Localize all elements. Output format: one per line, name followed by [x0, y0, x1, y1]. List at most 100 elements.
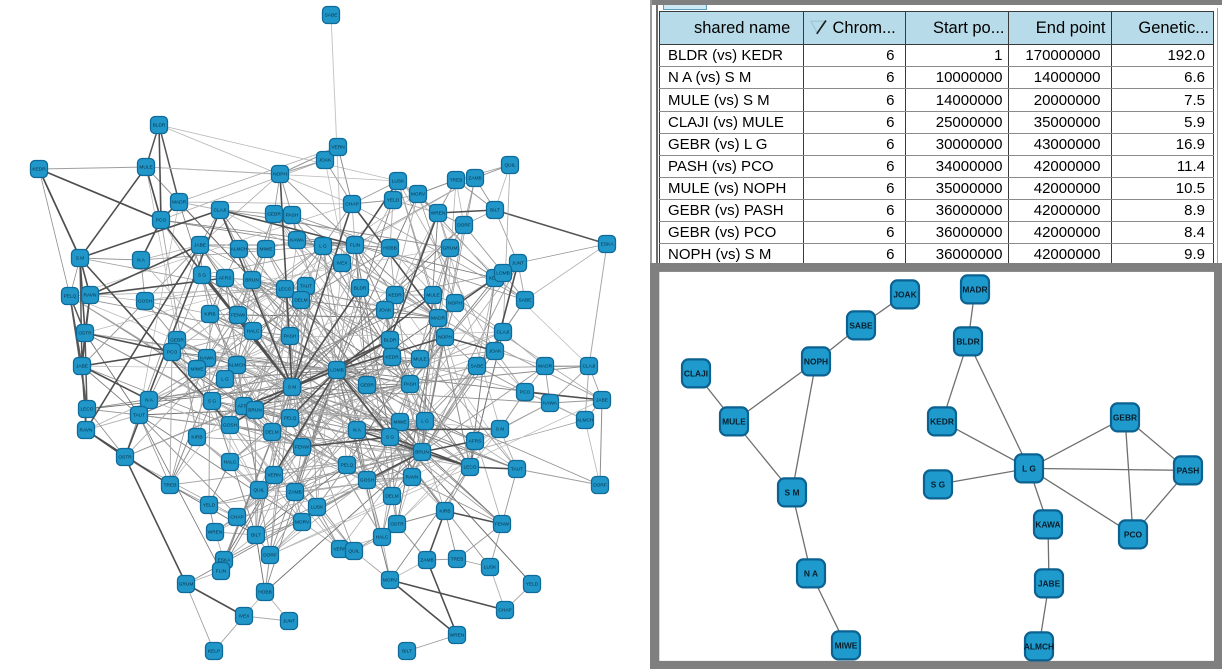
svg-text:BLDR: BLDR [153, 123, 166, 129]
svg-text:MULE: MULE [426, 293, 439, 299]
svg-text:S M: S M [288, 385, 297, 391]
svg-text:CHAP: CHAP [498, 608, 511, 614]
svg-text:ALMCH: ALMCH [231, 247, 248, 253]
svg-text:DORF: DORF [263, 553, 277, 559]
svg-text:NOPH: NOPH [438, 335, 452, 341]
svg-text:AFRS: AFRS [219, 276, 232, 282]
svg-text:YELD: YELD [387, 198, 400, 204]
svg-text:BRUN: BRUN [245, 278, 259, 284]
svg-text:DORF: DORF [457, 223, 471, 229]
svg-text:LUSK: LUSK [311, 505, 324, 511]
svg-text:MULE: MULE [139, 165, 152, 171]
svg-text:AFRS: AFRS [469, 439, 482, 445]
svg-text:PASH: PASH [1177, 465, 1200, 475]
svg-text:HALC: HALC [224, 460, 237, 466]
svg-text:GOSH: GOSH [360, 478, 375, 484]
svg-text:RAVN: RAVN [84, 293, 98, 299]
svg-text:KAWA: KAWA [543, 401, 558, 407]
svg-text:MORV: MORV [411, 192, 426, 198]
svg-text:IVEX: IVEX [337, 261, 349, 267]
svg-text:KIRB: KIRB [191, 435, 202, 441]
svg-text:ESKA: ESKA [601, 242, 615, 248]
svg-text:FENW: FENW [295, 445, 310, 451]
svg-text:NOPH: NOPH [804, 356, 828, 366]
svg-text:GRUM: GRUM [443, 246, 458, 252]
svg-text:BILT: BILT [490, 208, 500, 214]
svg-text:TAUT: TAUT [511, 467, 523, 473]
svg-text:BILT: BILT [402, 649, 412, 655]
svg-text:SABE: SABE [519, 298, 532, 304]
svg-text:CHAP: CHAP [345, 202, 358, 208]
svg-text:ZAMB: ZAMB [420, 558, 433, 564]
svg-text:DELM: DELM [265, 430, 278, 436]
svg-text:JOAK: JOAK [379, 308, 392, 314]
svg-text:FENW: FENW [231, 313, 246, 319]
svg-text:S G: S G [386, 435, 395, 441]
svg-text:JOAK: JOAK [489, 349, 502, 355]
svg-text:ALMCH: ALMCH [229, 363, 246, 369]
svg-text:TREB: TREB [164, 483, 177, 489]
svg-text:JOAK: JOAK [319, 158, 332, 164]
svg-text:FLIN: FLIN [216, 569, 227, 575]
svg-text:LUSK: LUSK [392, 179, 405, 185]
svg-text:KIRB: KIRB [204, 312, 215, 318]
svg-text:OSTR: OSTR [390, 522, 404, 528]
svg-text:WREN: WREN [208, 530, 223, 536]
svg-text:PASH: PASH [404, 382, 417, 388]
svg-text:N A: N A [137, 258, 146, 264]
svg-text:HALC: HALC [247, 329, 260, 335]
svg-text:S G: S G [931, 479, 945, 489]
svg-text:JABE: JABE [596, 398, 608, 404]
svg-text:IVEX: IVEX [239, 614, 251, 620]
svg-text:LUSK: LUSK [484, 565, 497, 571]
svg-text:KAWA: KAWA [290, 238, 305, 244]
svg-text:JOAK: JOAK [893, 289, 916, 299]
svg-text:KIRB: KIRB [439, 509, 450, 515]
svg-text:LECO: LECO [463, 465, 476, 471]
svg-text:KEDR: KEDR [388, 293, 402, 299]
svg-text:JUNT: JUNT [512, 261, 524, 267]
svg-text:GOSH: GOSH [138, 299, 153, 305]
svg-text:QUIL: QUIL [504, 163, 516, 169]
svg-text:S M: S M [76, 256, 85, 262]
svg-text:GRUM: GRUM [179, 582, 194, 588]
svg-text:MIWE: MIWE [190, 367, 203, 373]
svg-text:JABE: JABE [1038, 578, 1061, 588]
svg-text:NOPH: NOPH [448, 301, 462, 307]
svg-text:JABE: JABE [194, 243, 206, 249]
svg-text:CLAJI: CLAJI [496, 330, 509, 336]
svg-text:AFRS: AFRS [238, 404, 251, 410]
svg-text:HALC: HALC [376, 535, 389, 541]
svg-text:WREN: WREN [450, 633, 465, 639]
svg-text:BRUN: BRUN [415, 450, 429, 456]
svg-text:MIWE: MIWE [259, 247, 272, 253]
svg-text:MORV: MORV [295, 520, 310, 526]
svg-text:S M: S M [496, 427, 505, 433]
svg-text:TAUT: TAUT [133, 413, 145, 419]
svg-text:CHAP: CHAP [230, 515, 243, 521]
svg-text:ZAMB: ZAMB [288, 490, 301, 496]
svg-text:NOPH: NOPH [273, 172, 287, 178]
svg-text:YELD: YELD [203, 503, 216, 509]
svg-text:L G: L G [319, 244, 327, 250]
svg-text:L G: L G [221, 377, 229, 383]
svg-text:RAVN: RAVN [80, 428, 94, 434]
svg-text:BLDR: BLDR [384, 338, 397, 344]
svg-text:KEDR: KEDR [385, 355, 399, 361]
svg-text:PELQ: PELQ [341, 463, 354, 469]
svg-text:MIWE: MIWE [393, 420, 406, 426]
svg-text:GEBR: GEBR [170, 338, 184, 344]
svg-text:ALMCH: ALMCH [577, 418, 594, 424]
svg-text:CLAJI: CLAJI [213, 208, 226, 214]
svg-text:L G: L G [421, 419, 429, 425]
svg-text:TAUT: TAUT [300, 284, 312, 290]
svg-text:KEDR: KEDR [32, 167, 46, 173]
svg-text:OSTR: OSTR [78, 331, 92, 337]
svg-text:HOBB: HOBB [383, 246, 397, 252]
svg-text:QUIL: QUIL [253, 488, 265, 494]
svg-text:N A: N A [804, 568, 818, 578]
svg-text:PASH: PASH [284, 334, 297, 340]
svg-text:MULE: MULE [722, 416, 746, 426]
svg-text:MADR: MADR [431, 316, 446, 322]
svg-text:DELM: DELM [385, 494, 398, 500]
